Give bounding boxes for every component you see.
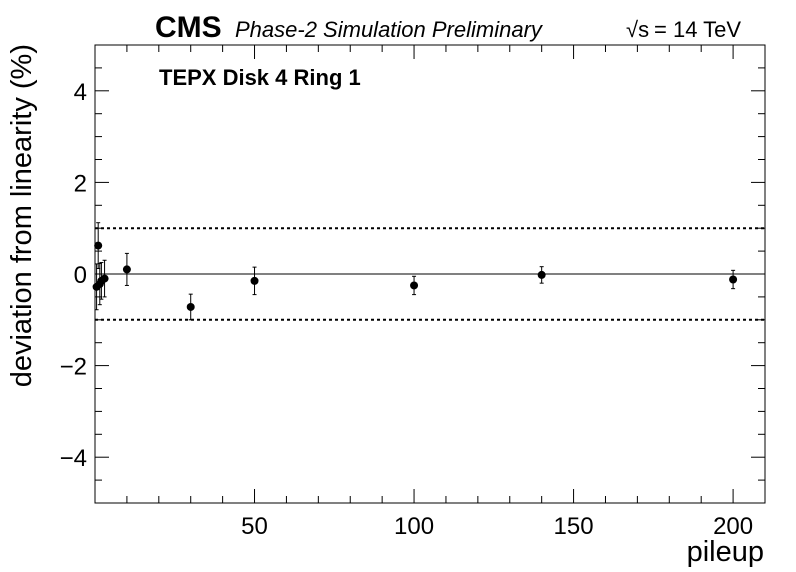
y-tick-label: −2 xyxy=(60,354,87,381)
y-tick-label: −4 xyxy=(60,445,87,472)
data-point xyxy=(410,281,419,290)
axis-ticks: 50 100 150 200 −4 −2 0 2 4 xyxy=(60,45,765,540)
x-tick-label: 50 xyxy=(241,513,268,540)
data-point xyxy=(537,270,546,279)
experiment-label: CMS xyxy=(155,11,222,44)
data-points xyxy=(92,222,738,321)
data-point xyxy=(100,274,109,283)
x-axis-title: pileup xyxy=(687,536,764,568)
x-tick-label: 200 xyxy=(713,513,753,540)
x-tick-label: 150 xyxy=(554,513,594,540)
y-tick-label: 0 xyxy=(74,262,87,289)
reference-lines xyxy=(95,227,765,321)
y-tick-label: 4 xyxy=(74,79,87,106)
y-tick-label: 2 xyxy=(74,170,87,197)
energy-symbol: √s xyxy=(626,17,649,42)
chart-title: TEPX Disk 4 Ring 1 xyxy=(159,65,361,90)
data-point xyxy=(186,302,195,311)
data-point xyxy=(94,241,103,250)
data-point xyxy=(250,276,259,285)
x-tick-label: 100 xyxy=(394,513,434,540)
data-point xyxy=(122,265,131,274)
energy-label: = 14 TeV xyxy=(654,17,741,42)
y-axis-title: deviation from linearity (%) xyxy=(6,44,38,387)
data-point xyxy=(729,275,738,284)
status-label: Phase-2 Simulation Preliminary xyxy=(235,17,544,42)
